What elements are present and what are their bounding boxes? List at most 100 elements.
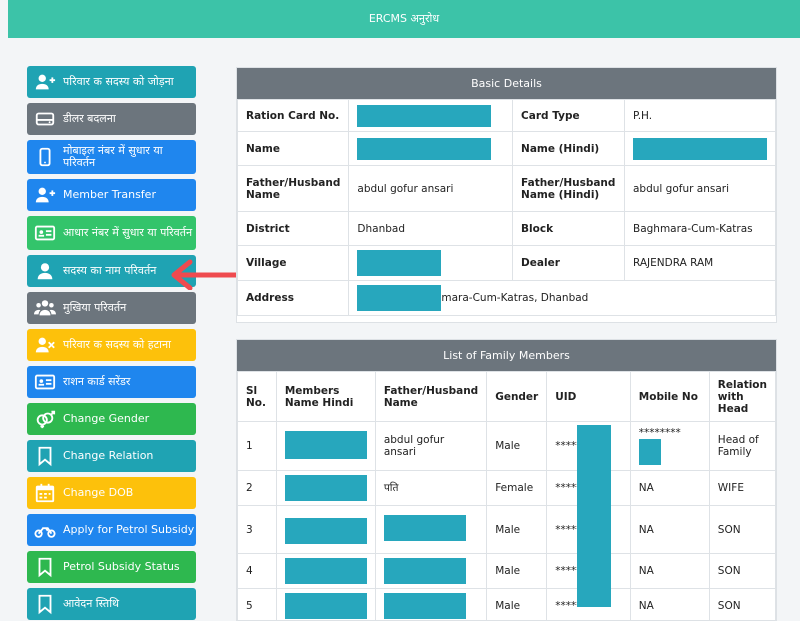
family-members-table: Sl No. Members Name Hindi Father/Husband… (237, 371, 776, 620)
father-label: Father/Husband Name (236, 165, 350, 212)
sidebar-item-label: Member Transfer (63, 188, 156, 201)
basic-details-title: Basic Details (237, 68, 776, 99)
redacted-block (284, 430, 367, 459)
sidebar-item-label: Petrol Subsidy Status (63, 560, 180, 573)
redacted-block (357, 104, 492, 127)
redacted-block (284, 475, 367, 501)
sidebar-item-change-dob[interactable]: Change DOB (27, 477, 196, 509)
page-title: ERCMS अनुरोध (368, 12, 440, 25)
bookmark-icon (33, 444, 57, 468)
column-header: UID (546, 371, 631, 422)
name-hindi-label: Name (Hindi) (512, 131, 625, 166)
sidebar-item-label: राशन कार्ड सरेंडर (63, 375, 131, 388)
sidebar-item-change-dealer[interactable]: डीलर बदलना (27, 103, 196, 135)
sidebar-item-label: आधार नंबर में सुधार या परिवर्तन (63, 226, 193, 239)
father-hindi-label: Father/Husband Name (Hindi) (512, 165, 625, 212)
sidebar-item-name-change[interactable]: सदस्य का नाम परिवर्तन (27, 255, 196, 287)
ration-card-value (348, 99, 514, 132)
sidebar-item-mobile-update[interactable]: मोबाइल नंबर में सुधार या परिवर्तन (27, 140, 196, 174)
sidebar-item-change-gender[interactable]: Change Gender (27, 403, 196, 435)
sidebar-item-petrol-subsidy[interactable]: Apply for Petrol Subsidy (27, 514, 196, 546)
basic-details-table: Ration Card No. Card Type P.H. Name Name… (236, 99, 776, 316)
table-row: 5 Male ******** NA SON (237, 588, 776, 620)
sidebar-item-subsidy-status[interactable]: Petrol Subsidy Status (27, 551, 196, 583)
sidebar-item-label: Change Relation (63, 449, 154, 462)
calendar-icon (33, 481, 57, 505)
sidebar-item-add-member[interactable]: परिवार क सदस्य को जोड़ना (27, 66, 196, 98)
sidebar-item-card-surrender[interactable]: राशन कार्ड सरेंडर (27, 366, 196, 398)
village-label: Village (236, 245, 350, 281)
page-header: ERCMS अनुरोध (8, 0, 800, 38)
redacted-block (284, 558, 367, 584)
redacted-block (357, 250, 442, 276)
table-row: 4 Male ******** NA SON (237, 553, 776, 589)
motorcycle-icon (33, 518, 57, 542)
name-value (348, 131, 514, 166)
family-members-title: List of Family Members (237, 340, 776, 371)
bookmark-icon (33, 592, 57, 616)
basic-details-panel: Basic Details Ration Card No. Card Type … (236, 67, 777, 323)
village-value (348, 245, 514, 281)
add-user-icon (33, 183, 57, 207)
name-label: Name (236, 131, 350, 166)
table-row: 2 पति Female ******** NA WIFE (237, 470, 776, 506)
redacted-uid-column (577, 425, 611, 607)
redacted-block (638, 439, 661, 465)
column-header: Father/Husband Name (374, 371, 488, 422)
sidebar-item-label: Change DOB (63, 486, 134, 499)
dealer-label: Dealer (512, 245, 625, 281)
sidebar-item-aadhaar-update[interactable]: आधार नंबर में सुधार या परिवर्तन (27, 216, 196, 250)
drive-icon (33, 107, 57, 131)
redacted-block (357, 285, 442, 311)
card-type-label: Card Type (512, 99, 625, 132)
card-type-value: P.H. (624, 99, 776, 132)
column-header: Mobile No (629, 371, 710, 422)
redacted-block (383, 515, 466, 541)
sidebar-item-label: परिवार क सदस्य को जोड़ना (63, 75, 174, 88)
sidebar-item-label: डीलर बदलना (63, 112, 116, 125)
gender-icon (33, 407, 57, 431)
address-value: mara-Cum-Katras, Dhanbad (348, 280, 776, 316)
column-header: Members Name Hindi (275, 371, 376, 422)
sidebar-item-label: मोबाइल नंबर में सुधार या परिवर्तन (63, 144, 163, 169)
block-label: Block (512, 211, 625, 246)
redacted-block (284, 593, 367, 619)
redacted-block (383, 558, 466, 584)
column-header: Relation with Head (708, 371, 776, 422)
dealer-value: RAJENDRA RAM (624, 245, 776, 281)
id-card-icon (33, 370, 57, 394)
table-row: 3 Male ******** NA SON (237, 505, 776, 554)
sidebar-item-member-transfer[interactable]: Member Transfer (27, 179, 196, 211)
father-hindi-value: abdul gofur ansari (624, 165, 776, 212)
redacted-block (383, 593, 466, 619)
ration-card-label: Ration Card No. (236, 99, 350, 132)
id-card-icon (33, 221, 57, 245)
father-value: abdul gofur ansari (348, 165, 514, 212)
column-header: Gender (486, 371, 548, 422)
sidebar-item-remove-member[interactable]: परिवार क सदस्य को हटाना (27, 329, 196, 361)
sidebar-item-label: Change Gender (63, 412, 150, 425)
sidebar-item-application-status[interactable]: आवेदन स्तिथि (27, 588, 196, 620)
bookmark-icon (33, 555, 57, 579)
sidebar-item-label: परिवार क सदस्य को हटाना (63, 338, 171, 351)
sidebar-item-change-relation[interactable]: Change Relation (27, 440, 196, 472)
district-label: District (236, 211, 350, 246)
add-user-icon (33, 70, 57, 94)
redacted-block (284, 518, 367, 544)
redacted-block (633, 137, 767, 160)
sidebar-item-label: आवेदन स्तिथि (63, 597, 120, 610)
table-row: 1 abdul gofur ansari Male ******** *****… (237, 421, 776, 471)
redacted-block (357, 137, 492, 160)
family-members-panel: List of Family Members Sl No. Members Na… (236, 339, 777, 621)
sidebar-item-label: मुखिया परिवर्तन (63, 301, 127, 314)
users-icon (33, 296, 57, 320)
sidebar-item-head-change[interactable]: मुखिया परिवर्तन (27, 292, 196, 324)
mobile-icon (33, 145, 57, 169)
remove-user-icon (33, 333, 57, 357)
district-value: Dhanbad (348, 211, 514, 246)
sidebar-item-label: Apply for Petrol Subsidy (63, 523, 195, 536)
column-header: Sl No. (237, 371, 277, 422)
address-label: Address (236, 280, 350, 316)
sidebar-item-label: सदस्य का नाम परिवर्तन (63, 264, 157, 277)
name-hindi-value (624, 131, 776, 166)
